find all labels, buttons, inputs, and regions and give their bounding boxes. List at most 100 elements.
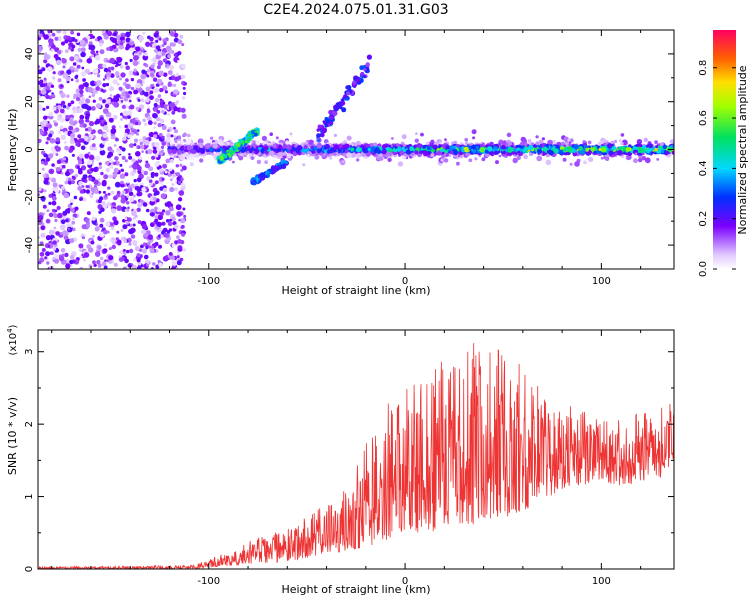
colorbar-gradient [713, 30, 736, 269]
spectrogram-point [147, 234, 153, 240]
spectrogram-point [48, 229, 55, 235]
spectrogram-point [74, 173, 79, 178]
spectrogram-point [80, 145, 86, 151]
spectrogram-point [145, 246, 149, 250]
spectrogram-point [68, 42, 74, 48]
spectrogram-point [71, 153, 75, 157]
spectrogram-point [108, 86, 114, 92]
spectrogram-point [141, 69, 146, 75]
y-tick-label: 2 [24, 421, 35, 427]
spectrogram-point [80, 124, 84, 128]
spectrogram-point [226, 141, 230, 145]
spectrogram-point [600, 147, 607, 153]
spectrogram-point [439, 141, 443, 145]
spectrogram-point [75, 74, 79, 78]
spectrogram-point [459, 155, 463, 159]
spectrogram-point [162, 85, 168, 91]
spectrogram-point [124, 217, 128, 221]
spectrogram-point [261, 135, 267, 141]
spectrogram-point [600, 156, 604, 160]
spectrogram-point [163, 233, 168, 238]
spectrogram-point [654, 147, 658, 152]
spectrogram-point [136, 145, 139, 149]
spectrogram-point [517, 150, 521, 154]
spectrogram-point [79, 266, 84, 269]
spectrogram-point [168, 76, 172, 80]
spectrogram-point [329, 156, 333, 160]
spectrogram-point [158, 244, 162, 249]
spectrogram-point [69, 259, 74, 265]
spectrogram-point [154, 215, 159, 219]
colorbar-tick-label: 0.4 [698, 160, 709, 176]
spectrogram-point [160, 182, 164, 186]
spectrogram-point [72, 227, 76, 232]
spectrogram-point [78, 153, 84, 159]
spectrogram-point [45, 124, 49, 127]
spectrogram-point [160, 149, 164, 153]
spectrogram-point [71, 216, 76, 221]
spectrogram-point [75, 79, 80, 83]
spectrogram-point [114, 71, 120, 76]
spectrogram-point [51, 44, 56, 50]
spectrogram-point [126, 249, 130, 254]
spectrogram-point [70, 202, 73, 205]
spectrogram-point [107, 151, 114, 157]
spectrogram-point [244, 136, 249, 140]
spectrogram-point [133, 68, 137, 72]
spectrogram-point [182, 248, 186, 252]
spectrogram-point [146, 116, 152, 122]
spectrogram-point [636, 139, 643, 145]
spectrogram-point [535, 141, 540, 146]
spectrogram-point [654, 140, 658, 145]
spectrogram-point [60, 134, 66, 140]
spectrogram-point [65, 218, 69, 223]
spectrogram-point [43, 126, 49, 132]
spectrogram-point [390, 144, 394, 148]
spectrogram-point [48, 115, 53, 120]
spectrogram-point [38, 227, 41, 231]
spectrogram-point [430, 139, 435, 144]
spectrogram-point [171, 176, 175, 180]
spectrogram-point [618, 147, 622, 151]
spectrogram-point [68, 148, 73, 153]
spectrogram-point [157, 60, 163, 66]
spectrogram-point [104, 193, 108, 197]
spectrogram-point [246, 156, 250, 160]
spectrogram-point [97, 245, 102, 250]
spectrogram-point [95, 155, 101, 161]
spectrogram-point [247, 134, 251, 138]
spectrogram-point [38, 215, 44, 221]
spectrogram-point [80, 51, 86, 58]
spectrogram-point [468, 158, 473, 163]
spectrogram-point [567, 138, 571, 142]
spectrogram-point [106, 201, 111, 206]
spectrogram-point [153, 126, 157, 129]
spectrogram-point [177, 260, 182, 265]
spectrogram-point [260, 174, 264, 178]
spectrogram-point [86, 211, 91, 216]
spectrogram-point [52, 71, 56, 75]
colorbar-label: Normalized spectral amplitude [736, 65, 749, 234]
spectrogram-point [248, 153, 253, 157]
spectrogram-point [65, 259, 70, 264]
x-tick-label: 100 [592, 576, 611, 587]
spectrogram-point [366, 54, 372, 60]
spectrogram-point [145, 86, 151, 92]
spectrogram-point [102, 133, 108, 139]
spectrogram-point [105, 221, 111, 227]
spectrogram-point [618, 139, 622, 143]
spectrogram-point [333, 133, 337, 137]
spectrogram-point [163, 72, 168, 77]
spectrogram-point [344, 143, 350, 149]
spectrogram-point [73, 109, 78, 113]
spectrogram-point [91, 54, 94, 58]
spectrogram-point [113, 161, 117, 166]
spectrogram-point [255, 148, 260, 154]
spectrogram-point [51, 163, 55, 167]
spectrogram-point [170, 107, 174, 111]
spectrogram-point [57, 130, 61, 134]
spectrogram-point [342, 160, 345, 164]
spectrogram-point [67, 227, 71, 231]
spectrogram-point [44, 256, 48, 260]
spectrogram-point [50, 48, 54, 52]
